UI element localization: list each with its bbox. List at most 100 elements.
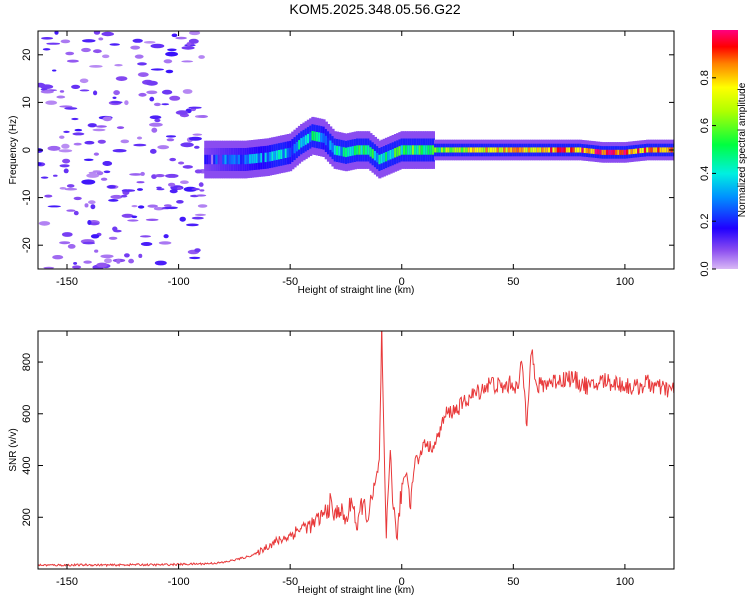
spectrogram-noise-blob: [176, 200, 184, 204]
spectrogram-ridge-core: [472, 147, 475, 153]
spectrogram-ridge-core: [648, 147, 652, 153]
spectrogram-noise-blob: [145, 218, 159, 221]
spectrogram-noise-blob: [167, 48, 177, 52]
spectrogram-noise-blob: [131, 205, 138, 208]
spectrogram-ridge-core: [490, 147, 493, 153]
spectrogram-noise-blob: [87, 220, 92, 225]
spectrogram-ridge-core: [336, 145, 339, 156]
spectrogram-ridge-core: [599, 149, 603, 155]
spectrogram-ridge-core: [530, 147, 533, 153]
spectrogram-noise-blob: [92, 128, 106, 132]
spectrogram-ridge-core: [550, 147, 554, 153]
spectrogram-marks: [38, 31, 674, 269]
snr-panel: -150 -100 -50 0 50 100 200 400 600 800 Height of…: [8, 330, 675, 596]
spectrogram-noise-blob: [145, 80, 158, 86]
spectrogram-noise-blob: [59, 105, 73, 108]
spectrogram-noise-blob: [183, 186, 198, 192]
spectrogram-ridge-core: [469, 147, 473, 153]
spectrogram-ridge-core: [612, 149, 616, 155]
spectrogram-ridge-core: [420, 145, 424, 155]
spectrogram-noise-blob: [107, 185, 116, 189]
spectrogram-ridge-core: [561, 147, 565, 153]
spectrogram-ridge-core: [461, 147, 464, 153]
spectrogram-noise-blob: [149, 122, 163, 127]
spectrogram-ridge-core: [262, 152, 266, 163]
spectrogram-noise-blob: [71, 117, 79, 121]
spectrogram-ridge-core: [652, 147, 656, 153]
spectrogram-noise-blob: [164, 206, 178, 210]
spectrogram-noise-blob: [138, 253, 143, 258]
spectrogram-ridge-core: [356, 145, 359, 155]
spectrogram-noise-blob: [131, 215, 138, 219]
spectrogram-noise-blob: [59, 241, 71, 245]
spectrogram-ridge-core: [295, 142, 299, 152]
spectrogram-noise-blob: [121, 213, 134, 218]
spectrogram-ridge-core: [637, 148, 641, 154]
spectrogram-noise-blob: [176, 186, 182, 190]
spectrogram-noise-blob: [188, 106, 202, 109]
spectrogram-noise-blob: [143, 41, 156, 44]
spectrogram-ridge-core: [257, 153, 261, 163]
spectrogram-noise-blob: [73, 262, 78, 265]
spectrogram-ridge-core: [429, 145, 433, 155]
spectrogram-ridge-core: [501, 147, 504, 153]
spectrogram-noise-blob: [138, 92, 147, 97]
spectrogram-noise-blob: [47, 205, 61, 208]
colorbar-tick-label: 0.6: [699, 118, 711, 133]
spectrogram-noise-blob: [168, 182, 176, 187]
spectrogram-ridge-core: [338, 146, 342, 156]
spectrogram-noise-blob: [169, 157, 176, 162]
spectrogram-noise-blob: [157, 145, 170, 150]
spectrogram-ridge-core: [563, 147, 567, 153]
spectrogram-ridge-core: [664, 147, 667, 153]
spectrogram-ridge-core: [458, 147, 462, 153]
snr-y-tick-label: 200: [21, 508, 33, 526]
spectrogram-noise-blob: [180, 142, 194, 148]
spectrogram-noise-blob: [122, 189, 136, 192]
spectrogram-noise-blob: [110, 194, 123, 199]
spectrogram-ridge-core: [514, 147, 518, 153]
snr-marks: [38, 331, 674, 568]
spectrogram-noise-blob: [154, 260, 167, 266]
spectrogram-noise-blob: [198, 182, 204, 187]
colorbar-tick-label: 0.4: [699, 166, 711, 181]
spectrogram-ridge-core: [405, 145, 408, 155]
spectrogram-ridge-core: [345, 147, 348, 158]
snr-x-tick-label: 50: [507, 576, 519, 588]
spectrogram-noise-blob: [104, 258, 112, 264]
spectrogram-ridge-core: [391, 149, 395, 159]
spectrogram-ridge-core: [449, 147, 453, 153]
spectrogram-y-tick-label: 10: [21, 96, 33, 108]
spectrogram-ridge-core: [249, 154, 252, 164]
spectrogram-ridge-core: [211, 154, 214, 165]
spectrogram-noise-blob: [59, 135, 65, 139]
spectrogram-ridge-core: [577, 147, 580, 153]
spectrogram-x-tick-label: -100: [168, 276, 190, 288]
spectrogram-noise-blob: [66, 59, 79, 63]
spectrogram-noise-blob: [62, 158, 71, 164]
spectrogram-noise-blob: [88, 200, 96, 205]
snr-y-tick-label: 600: [21, 405, 33, 423]
snr-x-tick-label: -150: [56, 576, 78, 588]
spectrogram-ridge-core: [240, 154, 243, 165]
snr-x-ticks: -150 -100 -50 0 50 100: [56, 331, 634, 588]
spectrogram-ridge-core: [365, 145, 368, 155]
spectrogram-ridge-core: [255, 153, 259, 163]
spectrogram-ridge-core: [606, 149, 609, 155]
spectrogram-ridge-core: [313, 131, 317, 141]
spectrogram-ridge-core: [541, 147, 545, 153]
spectrogram-ridge-core: [447, 147, 451, 153]
spectrogram-ridge-core: [387, 151, 391, 161]
snr-plot-area: [38, 331, 674, 569]
spectrogram-noise-blob: [101, 31, 114, 37]
spectrogram-ridge-core: [273, 151, 277, 161]
spectrogram-ridge-core: [619, 149, 623, 155]
spectrogram-ridge-core: [565, 147, 569, 153]
spectrogram-ridge-core: [440, 147, 444, 153]
spectrogram-noise-blob: [60, 39, 71, 44]
spectrogram-ridge-core: [523, 147, 527, 153]
spectrogram-ridge-core: [454, 147, 458, 153]
spectrogram-ridge-core: [657, 147, 661, 153]
spectrogram-ridge-core: [206, 154, 210, 165]
spectrogram-noise-blob: [59, 187, 67, 190]
